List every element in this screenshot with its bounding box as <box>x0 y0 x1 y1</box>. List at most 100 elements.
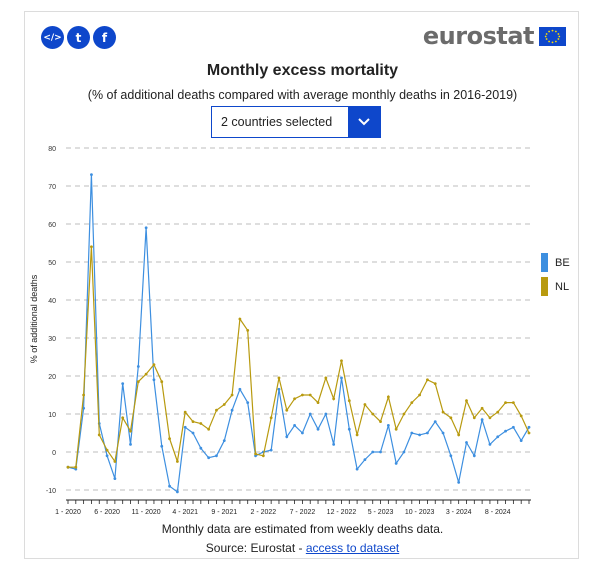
data-point-nl <box>301 393 304 397</box>
data-point-nl <box>222 403 226 406</box>
data-point-be <box>222 439 226 442</box>
data-point-nl <box>144 372 148 376</box>
data-point-be <box>511 425 515 429</box>
chart-widget: </> t f eurostat Monthly excess mortalit… <box>24 11 579 559</box>
data-point-be <box>457 481 461 484</box>
data-point-be <box>371 450 375 454</box>
x-tick-label: 6 - 2020 <box>94 509 120 516</box>
y-tick-label: 20 <box>48 374 56 381</box>
y-tick-label: 0 <box>52 450 56 457</box>
data-point-be <box>480 418 484 422</box>
data-point-be <box>488 443 492 446</box>
y-tick-label: -10 <box>46 488 56 495</box>
data-point-nl <box>347 399 351 403</box>
data-point-be <box>230 408 234 412</box>
x-tick-label: 5 - 2023 <box>368 509 394 516</box>
facebook-icon[interactable]: f <box>93 26 116 49</box>
data-point-nl <box>90 245 93 249</box>
x-tick-label: 11 - 2020 <box>132 509 161 516</box>
embed-code-icon[interactable]: </> <box>41 26 64 49</box>
data-point-be <box>121 382 125 385</box>
x-tick-label: 3 - 2024 <box>446 509 472 516</box>
data-point-be <box>136 365 140 368</box>
data-point-be <box>441 431 445 435</box>
data-point-be <box>160 444 164 448</box>
footnote: Monthly data are estimated from weekly d… <box>161 522 444 536</box>
chart-title: Monthly excess mortality <box>206 62 399 79</box>
share-buttons: </> t f <box>41 26 116 49</box>
data-point-be <box>238 387 242 391</box>
data-point-nl <box>285 408 289 412</box>
dataset-link[interactable]: access to dataset <box>305 541 400 555</box>
data-point-be <box>152 378 156 382</box>
data-point-be <box>465 441 468 444</box>
data-point-nl <box>316 401 320 404</box>
series-line-be <box>67 174 530 493</box>
data-point-nl <box>433 382 437 385</box>
data-point-be <box>472 454 476 458</box>
data-point-be <box>519 439 523 442</box>
data-point-be <box>379 450 382 454</box>
data-point-nl <box>215 408 218 412</box>
data-point-nl <box>511 401 515 404</box>
x-tick-label: 1 - 2020 <box>55 509 81 516</box>
data-point-be <box>332 443 336 446</box>
data-point-nl <box>386 395 390 399</box>
data-point-nl <box>160 380 164 384</box>
y-tick-label: 30 <box>48 336 56 343</box>
data-point-be <box>355 467 359 471</box>
data-point-nl <box>449 416 453 420</box>
data-point-nl <box>129 429 132 433</box>
data-point-nl <box>394 427 398 431</box>
data-point-be <box>183 425 187 429</box>
data-point-be <box>527 425 531 429</box>
x-tick-label: 4 - 2021 <box>172 509 198 516</box>
data-point-nl <box>254 452 257 456</box>
eurostat-logo[interactable]: eurostat <box>423 22 566 50</box>
data-point-be <box>90 173 93 177</box>
data-point-nl <box>277 376 281 380</box>
data-point-nl <box>488 416 492 420</box>
data-point-nl <box>121 416 125 420</box>
data-point-be <box>449 454 453 458</box>
chart-subtitle: (% of additional deaths compared with av… <box>87 88 518 102</box>
data-point-be <box>129 443 132 446</box>
data-point-nl <box>340 359 343 363</box>
y-axis-title: % of additional deaths <box>29 274 39 363</box>
legend-swatch-nl <box>541 277 548 296</box>
data-point-nl <box>293 397 296 401</box>
data-point-nl <box>496 410 500 414</box>
data-point-be <box>199 446 203 450</box>
data-point-be <box>308 412 312 416</box>
data-point-nl <box>465 399 468 403</box>
data-point-nl <box>183 410 187 414</box>
twitter-icon[interactable]: t <box>67 26 90 49</box>
chevron-down-icon[interactable] <box>348 107 380 137</box>
data-point-nl <box>457 433 461 437</box>
legend-label-be: BE <box>555 257 570 269</box>
country-select-dropdown[interactable]: 2 countries selected <box>211 106 381 138</box>
data-point-nl <box>441 410 445 414</box>
source-line: Source: Eurostat - access to dataset <box>25 541 580 555</box>
data-point-nl <box>418 393 422 397</box>
data-point-be <box>402 450 406 454</box>
data-point-be <box>277 387 281 391</box>
data-point-be <box>285 435 289 439</box>
source-prefix: Source: Eurostat - <box>205 541 306 555</box>
data-point-be <box>246 401 250 404</box>
data-point-be <box>175 490 179 494</box>
data-point-be <box>105 454 109 458</box>
data-point-be <box>82 406 86 410</box>
x-tick-label: 8 - 2024 <box>485 509 511 516</box>
data-point-be <box>410 431 414 435</box>
data-point-nl <box>480 406 484 410</box>
data-point-nl <box>527 431 531 435</box>
legend-swatch-be <box>541 253 548 272</box>
data-point-nl <box>261 454 265 458</box>
data-point-be <box>269 448 273 452</box>
data-point-be <box>347 427 351 431</box>
data-point-nl <box>168 437 171 441</box>
x-tick-label: 7 - 2022 <box>290 509 316 516</box>
data-point-be <box>394 462 398 465</box>
data-point-be <box>433 420 437 423</box>
